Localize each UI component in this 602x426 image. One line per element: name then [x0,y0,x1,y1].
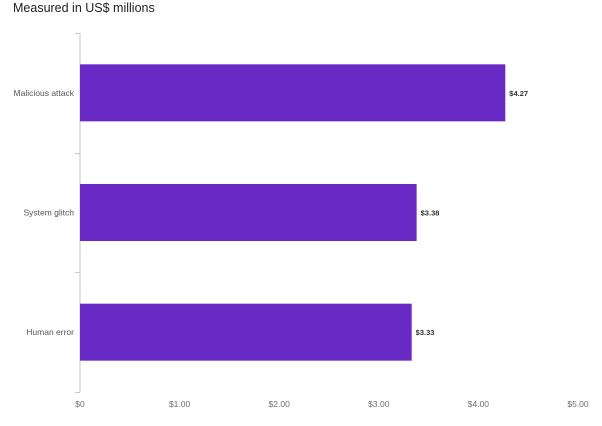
x-tick-label: $3.00 [368,399,390,409]
x-axis-tick-labels: $0 $1.00 $2.00 $3.00 $4.00 $5.00 [75,399,589,409]
x-tick-label: $0 [75,399,85,409]
chart-subtitle: Measured in US$ millions [13,1,155,15]
data-labels: $4.27 $3.38 $3.33 [416,89,528,337]
data-label: $3.33 [416,328,435,337]
bar [80,303,412,361]
data-label: $3.38 [421,209,440,218]
x-tick-label: $5.00 [567,399,589,409]
category-label: Human error [26,327,74,337]
category-labels: Malicious attack System glitch Human error [14,88,75,337]
category-label: System glitch [23,208,74,218]
x-tick-label: $4.00 [468,399,490,409]
category-label: Malicious attack [14,88,75,98]
bars-group [80,64,506,361]
category-ticks [75,33,80,393]
bar [80,184,417,241]
x-tick-label: $2.00 [269,399,291,409]
bar [80,64,506,122]
data-label: $4.27 [509,89,528,98]
x-tick-label: $1.00 [169,399,191,409]
